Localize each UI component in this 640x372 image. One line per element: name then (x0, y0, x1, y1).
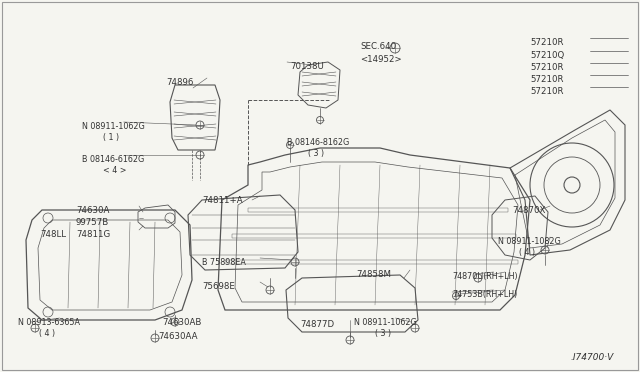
Text: B 08146-6162G: B 08146-6162G (82, 155, 144, 164)
Text: <14952>: <14952> (360, 55, 402, 64)
Text: < 4 >: < 4 > (103, 166, 127, 175)
Text: 74811+A: 74811+A (202, 196, 243, 205)
Text: ( 3 ): ( 3 ) (308, 149, 324, 158)
Text: N 08911-1082G: N 08911-1082G (498, 237, 561, 246)
Text: 74630A: 74630A (76, 206, 109, 215)
Text: N 08913-6365A: N 08913-6365A (18, 318, 80, 327)
Text: 99757B: 99757B (76, 218, 109, 227)
Text: B 08146-8162G: B 08146-8162G (287, 138, 349, 147)
Text: 57210R: 57210R (530, 38, 563, 47)
Text: SEC.640: SEC.640 (360, 42, 396, 51)
Text: ( 3 ): ( 3 ) (375, 329, 391, 338)
Text: ( 1 ): ( 1 ) (103, 133, 119, 142)
Text: ( 4 ): ( 4 ) (519, 248, 535, 257)
Text: 57210R: 57210R (530, 75, 563, 84)
Text: 74630AB: 74630AB (162, 318, 202, 327)
Text: ( 4 ): ( 4 ) (39, 329, 55, 338)
Text: N 08911-1062G: N 08911-1062G (82, 122, 145, 131)
Text: B 75898EA: B 75898EA (202, 258, 246, 267)
Text: 57210R: 57210R (530, 63, 563, 72)
Text: 74870U(RH+LH): 74870U(RH+LH) (452, 272, 518, 281)
Text: N 08911-1062G: N 08911-1062G (354, 318, 417, 327)
Text: 74630AA: 74630AA (158, 332, 198, 341)
Text: 748LL: 748LL (40, 230, 66, 239)
Text: 74896: 74896 (166, 78, 193, 87)
Text: 70138U: 70138U (290, 62, 324, 71)
Text: 74811G: 74811G (76, 230, 110, 239)
Text: 75698E: 75698E (202, 282, 235, 291)
Text: 57210R: 57210R (530, 87, 563, 96)
Text: 74870X: 74870X (512, 206, 545, 215)
Text: 57210Q: 57210Q (530, 51, 564, 60)
Text: 74753B(RH+LH): 74753B(RH+LH) (452, 290, 517, 299)
Text: .I74700·V: .I74700·V (570, 353, 613, 362)
Text: 74877D: 74877D (300, 320, 334, 329)
Text: 74858M: 74858M (356, 270, 391, 279)
